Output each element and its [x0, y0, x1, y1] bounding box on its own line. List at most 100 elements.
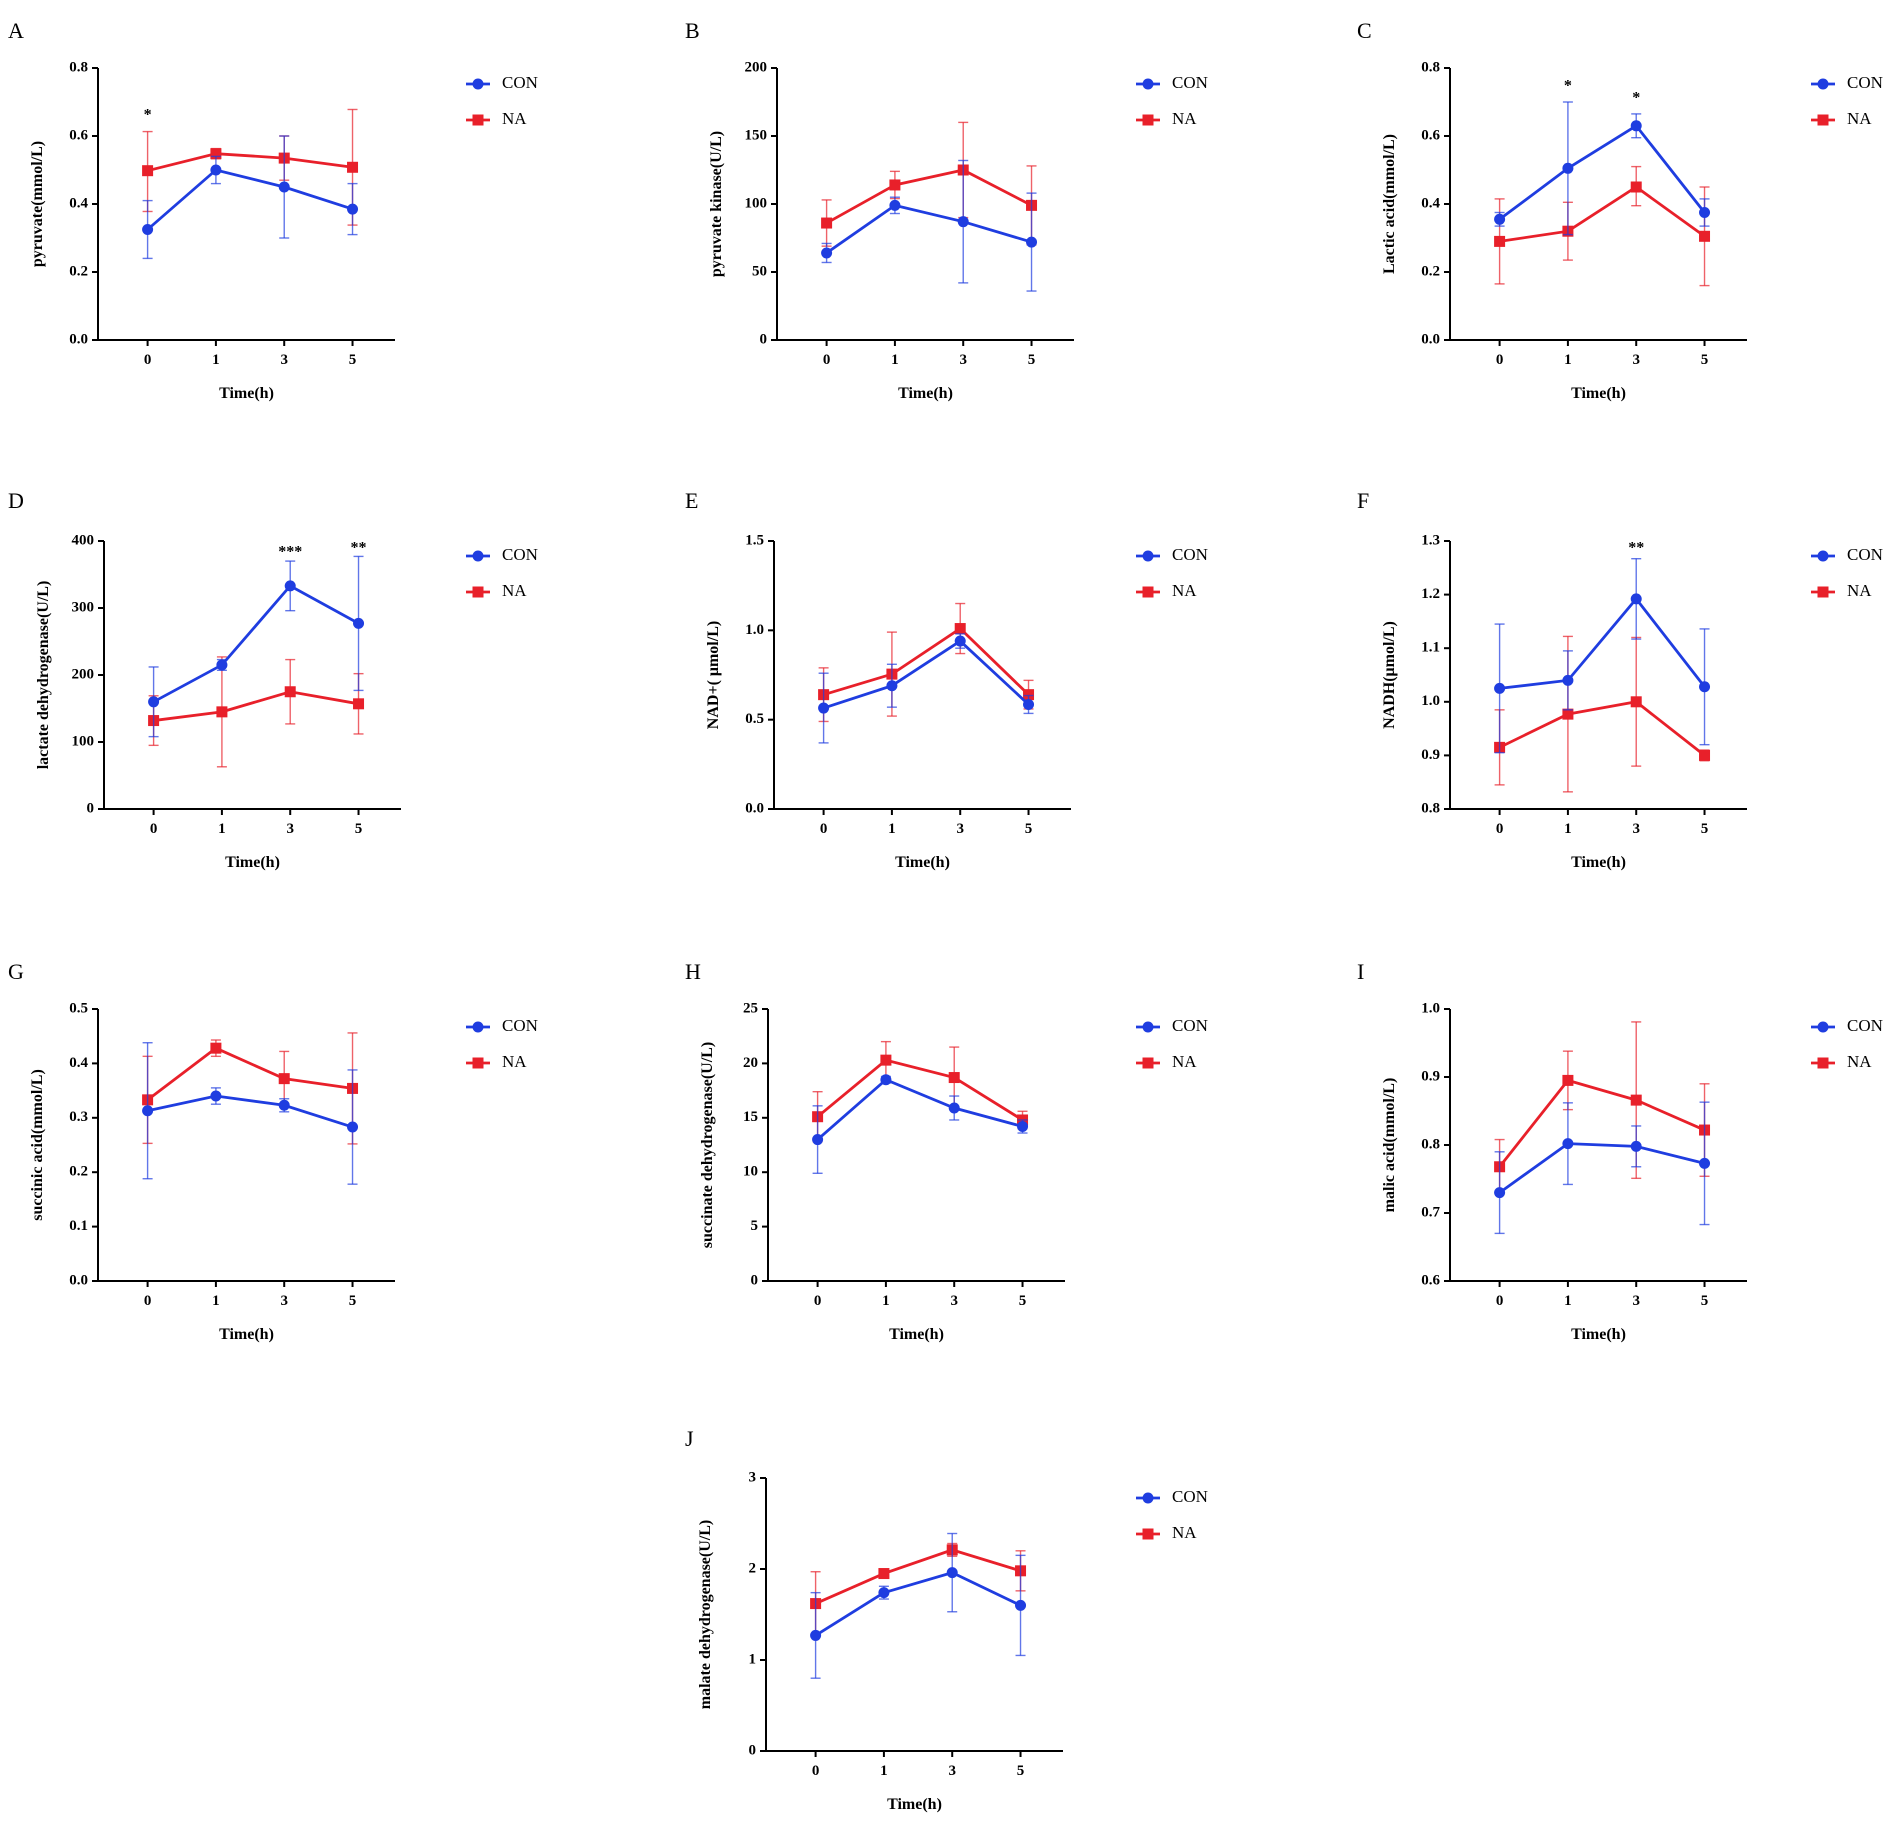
data-point — [821, 247, 833, 259]
x-tick-label: 3 — [959, 352, 967, 368]
series-line — [825, 203, 1032, 255]
data-point — [1026, 236, 1038, 248]
series-CON — [1494, 1101, 1711, 1235]
legend-label: CON — [502, 545, 538, 564]
data-point — [347, 203, 359, 215]
y-tick-label: 10 — [743, 1164, 758, 1180]
y-tick-label: 25 — [743, 1000, 758, 1016]
data-point — [210, 148, 222, 160]
y-tick-label: 100 — [72, 733, 95, 749]
y-tick-label: 0.5 — [745, 711, 764, 727]
series-line — [1498, 1078, 1706, 1168]
panel-label: H — [685, 959, 701, 984]
series-line — [816, 1058, 1024, 1122]
data-point — [278, 181, 290, 193]
data-point — [142, 1105, 154, 1117]
x-tick-label: 3 — [280, 352, 288, 368]
y-tick-label: 0 — [749, 1742, 757, 1758]
x-tick-label: 5 — [349, 1293, 357, 1309]
y-tick-label: 0.3 — [69, 1109, 88, 1125]
legend-label: NA — [502, 581, 527, 600]
data-point — [1562, 674, 1574, 686]
x-tick-label: 0 — [814, 1293, 822, 1309]
chart-panel-A: A 0.0 0.2 0.4 0.6 0.8 0 1 3 5 Time(h) pyruvate(mmol… — [8, 18, 538, 402]
y-tick-label: 0.6 — [1421, 127, 1440, 143]
series-NA — [1494, 165, 1711, 287]
significance-annotation: * — [1564, 77, 1572, 94]
legend-entry-CON: CON — [466, 1016, 538, 1035]
x-tick-label: 0 — [1496, 352, 1504, 368]
legend-entry-CON: CON — [1811, 73, 1883, 92]
panel-label: B — [685, 18, 700, 43]
y-axis-title: pyruvate kinase(U/L) — [708, 131, 725, 277]
y-tick-label: 0.8 — [69, 59, 88, 75]
data-point — [954, 635, 966, 647]
data-point — [210, 164, 222, 176]
data-point — [1494, 235, 1506, 247]
y-tick-label: 0.9 — [1421, 1068, 1440, 1084]
data-point — [216, 706, 228, 718]
panel-label: A — [8, 18, 24, 43]
y-tick-label: 0.6 — [1421, 1272, 1440, 1288]
y-tick-label: 20 — [743, 1055, 758, 1071]
legend-marker — [472, 114, 484, 126]
legend-entry-NA: NA — [466, 109, 527, 128]
x-tick-label: 5 — [1019, 1293, 1027, 1309]
legend-marker — [1817, 1057, 1829, 1069]
x-axis-title: Time(h) — [898, 385, 953, 402]
x-axis-title: Time(h) — [1571, 1326, 1626, 1343]
legend-label: NA — [502, 109, 527, 128]
x-tick-label: 1 — [880, 1763, 888, 1779]
data-point — [1015, 1599, 1027, 1611]
legend-marker — [1817, 586, 1829, 598]
legend-label: CON — [1172, 1016, 1208, 1035]
series-CON — [148, 555, 365, 738]
data-point — [347, 1121, 359, 1133]
data-point — [878, 1568, 890, 1580]
y-tick-label: 0.7 — [1421, 1204, 1440, 1220]
legend-marker — [1142, 1528, 1154, 1540]
y-tick-label: 0.4 — [1421, 195, 1440, 211]
y-tick-label: 0.9 — [1421, 747, 1440, 763]
significance-annotation: * — [144, 106, 152, 123]
y-axis-title: succinic acid(mmol/L) — [29, 1069, 46, 1221]
data-point — [284, 686, 296, 698]
legend-label: NA — [1847, 581, 1872, 600]
y-tick-label: 0.8 — [1421, 800, 1440, 816]
y-tick-label: 0 — [87, 800, 95, 816]
chart-panel-D: D 0 100 200 300 400 0 1 3 5 Time(h) lactate dehydro… — [8, 488, 538, 871]
series-CON — [142, 135, 359, 260]
series-CON — [812, 1074, 1029, 1174]
y-tick-label: 0.1 — [69, 1218, 88, 1234]
data-point — [148, 696, 160, 708]
y-tick-label: 300 — [72, 599, 95, 615]
x-tick-label: 5 — [349, 352, 357, 368]
chart-panel-J: J 0 1 2 3 0 1 3 5 Time(h) malate dehydrogenase(U/L… — [685, 1426, 1208, 1813]
legend-label: NA — [1847, 1052, 1872, 1071]
y-tick-label: 0.0 — [69, 331, 88, 347]
x-axis-title: Time(h) — [219, 385, 274, 402]
legend-label: NA — [1172, 1052, 1197, 1071]
data-point — [142, 165, 154, 177]
legend-label: CON — [1847, 73, 1883, 92]
significance-annotation: *** — [278, 544, 302, 561]
panel-label: E — [685, 488, 698, 513]
series-line — [825, 168, 1033, 225]
series-CON — [1494, 557, 1711, 754]
data-point — [880, 1054, 892, 1066]
x-tick-label: 5 — [1701, 821, 1709, 837]
legend-marker — [1817, 114, 1829, 126]
chart-panel-E: E 0.0 0.5 1.0 1.5 0 1 3 5 Time(h) NAD+( μmol/L) CON… — [685, 488, 1208, 871]
data-point — [1630, 593, 1642, 605]
y-axis-title: succinate dehydrogenase(U/L) — [699, 1042, 716, 1248]
legend-entry-NA: NA — [1811, 109, 1872, 128]
x-tick-label: 0 — [1496, 821, 1504, 837]
legend-marker — [1817, 550, 1829, 562]
legend-marker — [472, 586, 484, 598]
legend-label: CON — [1172, 73, 1208, 92]
y-tick-label: 200 — [72, 666, 95, 682]
y-tick-label: 0.8 — [1421, 1136, 1440, 1152]
y-tick-label: 2 — [749, 1560, 757, 1576]
x-tick-label: 3 — [1632, 352, 1640, 368]
data-point — [948, 1072, 960, 1084]
